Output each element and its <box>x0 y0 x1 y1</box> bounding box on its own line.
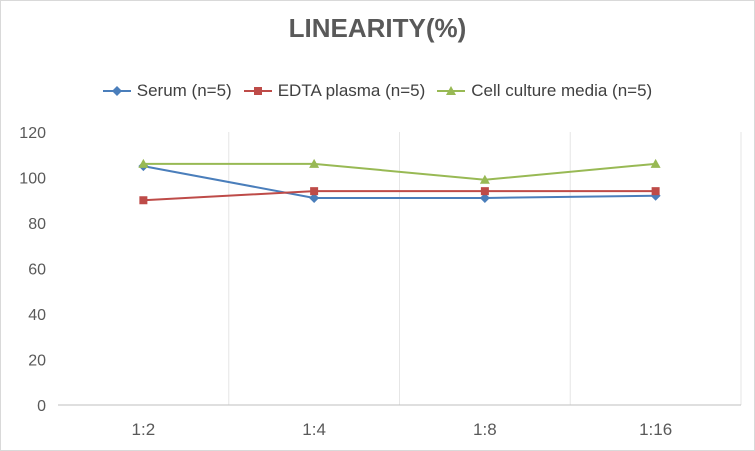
y-tick-label: 20 <box>28 353 46 370</box>
y-tick-label: 80 <box>28 216 46 233</box>
legend-label-cell-culture-media: Cell culture media (n=5) <box>471 81 653 100</box>
legend-item-edta-plasma: EDTA plasma (n=5) <box>243 81 426 101</box>
series-line-edta-plasma-n-5 <box>143 190 656 202</box>
x-tick-label: 1:2 <box>132 420 156 439</box>
x-tick-label: 1:8 <box>473 420 497 439</box>
x-tick-label: 1:16 <box>639 420 672 439</box>
series-line-serum-n-5 <box>143 165 656 199</box>
legend-item-serum: Serum (n=5) <box>102 81 232 101</box>
data-point-cell-culture-media-n-5 <box>138 158 149 168</box>
legend-label-edta-plasma: EDTA plasma (n=5) <box>277 81 426 100</box>
data-point-cell-culture-media-n-5 <box>479 174 490 184</box>
data-point-serum-n-5 <box>479 192 490 203</box>
chart-legend: Serum (n=5) EDTA plasma (n=5) Cell cultu… <box>1 81 754 101</box>
data-point-edta-plasma-n-5 <box>651 187 660 196</box>
legend-item-cell-culture-media: Cell culture media (n=5) <box>437 81 652 101</box>
legend-marker-serum <box>102 86 131 96</box>
data-point-cell-culture-media-n-5 <box>309 158 320 168</box>
y-tick-label: 40 <box>28 307 46 324</box>
data-point-cell-culture-media-n-5 <box>650 158 661 168</box>
y-tick-label: 0 <box>37 398 46 415</box>
series-line-cell-culture-media-n-5 <box>143 162 656 181</box>
y-tick-label: 60 <box>28 262 46 279</box>
y-tick-label: 120 <box>19 125 46 142</box>
data-point-edta-plasma-n-5 <box>139 196 148 205</box>
y-tick-label: 100 <box>19 171 46 188</box>
x-tick-label: 1:4 <box>302 420 326 439</box>
data-point-edta-plasma-n-5 <box>310 187 319 196</box>
data-point-edta-plasma-n-5 <box>480 187 489 196</box>
data-point-serum-n-5 <box>309 192 320 203</box>
legend-label-serum: Serum (n=5) <box>136 81 232 100</box>
legend-marker-edta-plasma <box>243 87 272 95</box>
legend-marker-cell-culture-media <box>437 86 466 95</box>
chart-title: LINEARITY(%) <box>288 13 467 43</box>
